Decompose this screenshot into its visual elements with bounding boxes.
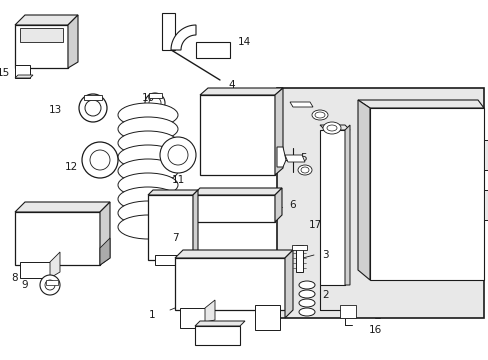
Text: 16: 16 [367,325,381,335]
Ellipse shape [323,122,340,134]
Ellipse shape [118,145,178,169]
Polygon shape [369,108,483,280]
Polygon shape [100,202,110,265]
Polygon shape [319,205,345,285]
Ellipse shape [85,100,101,116]
Ellipse shape [149,97,161,109]
Polygon shape [483,140,488,170]
Text: 3: 3 [321,250,328,260]
Polygon shape [149,93,162,98]
Polygon shape [148,190,198,195]
Ellipse shape [118,173,178,197]
Polygon shape [171,25,196,50]
Ellipse shape [79,94,107,122]
Text: 1: 1 [148,310,155,320]
Polygon shape [148,195,193,260]
Text: 11: 11 [171,175,184,185]
Polygon shape [162,13,175,50]
Polygon shape [339,305,355,318]
Text: 15: 15 [0,68,10,78]
Text: 14: 14 [238,37,251,47]
Ellipse shape [82,142,118,178]
Polygon shape [204,300,215,322]
Polygon shape [193,190,198,260]
Polygon shape [84,95,102,100]
Polygon shape [289,102,312,107]
Polygon shape [274,88,283,175]
Bar [46,280,58,285]
Polygon shape [195,321,244,326]
Polygon shape [295,245,303,272]
Ellipse shape [118,187,178,211]
Polygon shape [200,95,274,175]
Text: 2: 2 [321,290,328,300]
Polygon shape [357,100,369,280]
Text: 7: 7 [171,233,178,243]
Ellipse shape [118,131,178,155]
Ellipse shape [118,159,178,183]
Ellipse shape [314,112,325,118]
Ellipse shape [118,201,178,225]
Text: 9: 9 [21,280,28,290]
Ellipse shape [326,125,336,131]
Polygon shape [100,238,110,265]
Ellipse shape [298,308,314,316]
Ellipse shape [298,281,314,289]
Polygon shape [15,212,100,265]
Text: 6: 6 [288,200,295,210]
Polygon shape [276,147,285,167]
Polygon shape [357,100,483,108]
Ellipse shape [118,215,178,239]
Text: 12: 12 [64,162,78,172]
Polygon shape [254,305,280,330]
Polygon shape [196,42,229,58]
Polygon shape [50,252,60,278]
Text: 10: 10 [141,93,154,103]
Polygon shape [155,255,184,265]
Polygon shape [15,15,78,25]
Ellipse shape [40,275,60,295]
Polygon shape [175,250,292,258]
Text: 8: 8 [11,273,18,283]
Ellipse shape [298,299,314,307]
Polygon shape [285,250,292,318]
Ellipse shape [118,117,178,141]
Polygon shape [175,258,285,310]
Polygon shape [319,125,349,130]
Bar [276,88,483,318]
Polygon shape [15,202,110,212]
Ellipse shape [168,145,187,165]
Ellipse shape [301,167,308,173]
Polygon shape [274,188,282,222]
Polygon shape [15,65,30,78]
Polygon shape [319,130,345,285]
Polygon shape [483,190,488,220]
Polygon shape [291,245,306,250]
Ellipse shape [45,280,55,290]
Polygon shape [20,28,63,42]
Polygon shape [15,75,33,78]
Ellipse shape [311,110,327,120]
Text: 4: 4 [228,80,235,90]
Ellipse shape [90,150,110,170]
Ellipse shape [298,290,314,298]
Ellipse shape [297,165,311,175]
Polygon shape [20,262,50,278]
Polygon shape [180,308,204,328]
Ellipse shape [118,103,178,127]
Polygon shape [200,88,283,95]
Polygon shape [193,195,274,222]
Text: 17: 17 [308,220,321,230]
Polygon shape [285,155,305,162]
Polygon shape [68,15,78,68]
Polygon shape [345,125,349,285]
Ellipse shape [145,93,164,113]
Text: 13: 13 [49,105,62,115]
Polygon shape [15,25,68,68]
Polygon shape [193,188,282,195]
Text: 5: 5 [299,153,306,163]
Polygon shape [195,326,240,345]
Ellipse shape [160,137,196,173]
